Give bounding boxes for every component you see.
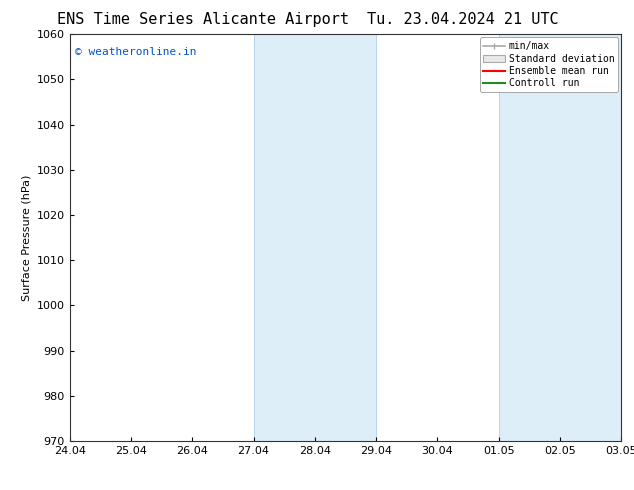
Bar	[254, 34, 376, 441]
Legend: min/max, Standard deviation, Ensemble mean run, Controll run: min/max, Standard deviation, Ensemble me…	[479, 37, 618, 92]
Text: ENS Time Series Alicante Airport: ENS Time Series Alicante Airport	[57, 12, 349, 27]
Bar	[499, 34, 621, 441]
Text: © weatheronline.in: © weatheronline.in	[75, 47, 197, 56]
Y-axis label: Surface Pressure (hPa): Surface Pressure (hPa)	[21, 174, 31, 301]
Text: Tu. 23.04.2024 21 UTC: Tu. 23.04.2024 21 UTC	[367, 12, 559, 27]
